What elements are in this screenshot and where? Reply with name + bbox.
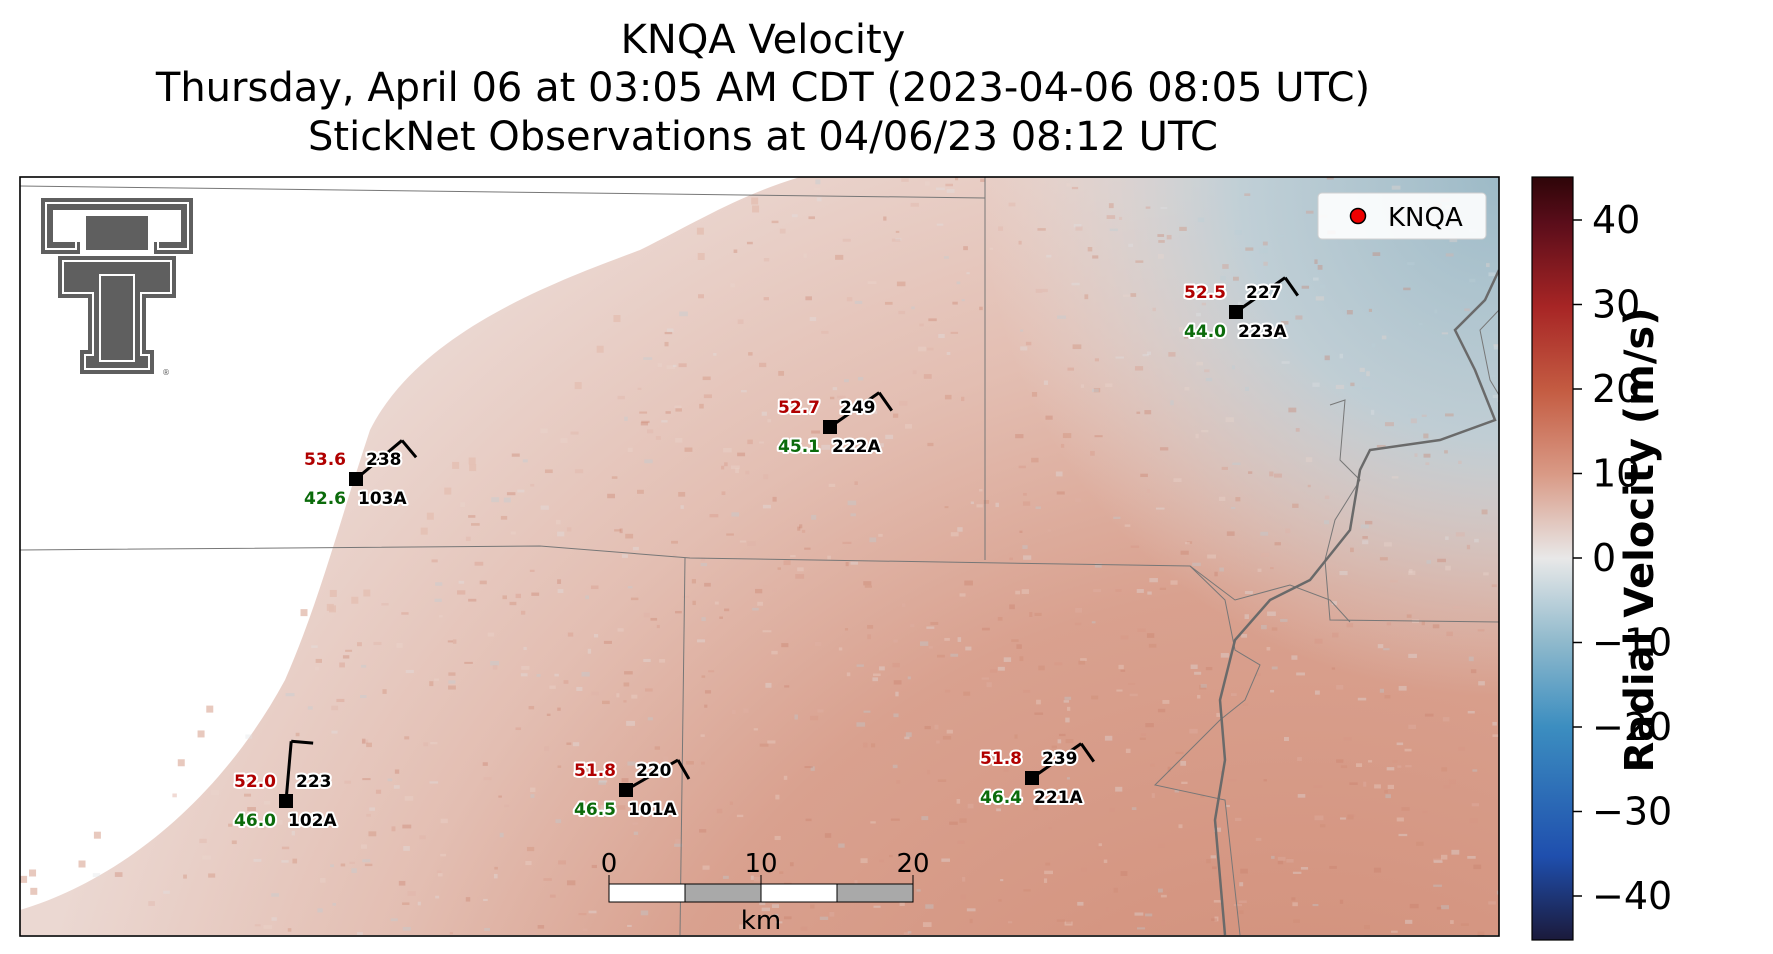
wind-barb-flag-icon (877, 391, 893, 412)
colorbar: 40 30 20 10 0 −10 −20 −30 −40 (1531, 176, 1672, 941)
station-marker-icon (349, 472, 363, 486)
scale-tick-0: 0 (601, 849, 618, 879)
station-101a: 51.8 220 46.5 101A (572, 758, 691, 822)
scale-unit: km (741, 906, 781, 936)
colorbar-tick-label: 20 (1592, 367, 1640, 411)
title-line-3: StickNet Observations at 04/06/23 08:12 … (308, 114, 1218, 160)
wind-barb-icon (1235, 276, 1287, 314)
sticknet-stations: 53.6 238 42.6 103A 52.7 249 45.1 222A 52.5 227 44.… (232, 276, 1299, 833)
scale-bar: 0 10 20 km (601, 849, 930, 936)
legend: KNQA (1317, 192, 1487, 240)
wind-barb-icon (284, 741, 293, 802)
radar-site-marker-icon (1349, 207, 1367, 225)
wind-barb-icon (355, 439, 403, 481)
texas-tech-double-t-logo: ® (39, 196, 195, 377)
station-temperature: 51.8 (574, 761, 616, 781)
title-line-2: Thursday, April 06 at 03:05 AM CDT (2023… (155, 65, 1371, 111)
station-temperature: 52.0 (234, 772, 276, 792)
station-dewpoint: 46.5 (574, 800, 616, 820)
station-pressure: 238 (366, 450, 402, 470)
station-dewpoint: 42.6 (304, 489, 346, 509)
station-dewpoint: 44.0 (1184, 322, 1226, 342)
station-marker-icon (619, 783, 633, 797)
station-marker-icon (1025, 771, 1039, 785)
station-id: 101A (628, 800, 677, 820)
colorbar-label: Radial Velocity (m/s) (1617, 307, 1663, 773)
colorbar-tick-label: 10 (1592, 452, 1640, 496)
map-frame (19, 176, 1500, 937)
colorbar-tick-label: 0 (1592, 536, 1616, 580)
wind-barb-icon (625, 758, 679, 792)
wind-barb-flag-icon (676, 759, 691, 780)
colorbar-tick-label: −20 (1592, 705, 1672, 749)
radar-velocity-field (20, 177, 1499, 936)
station-pressure: 220 (636, 761, 672, 781)
station-marker-icon (1229, 305, 1243, 319)
station-temperature: 51.8 (980, 749, 1022, 769)
colorbar-tick-label: −30 (1592, 790, 1672, 834)
colorbar-tick-label: −40 (1592, 874, 1672, 918)
colorbar-tick-label: 30 (1592, 283, 1640, 327)
wind-barb-flag-icon (291, 739, 314, 745)
station-id: 221A (1034, 788, 1083, 808)
station-102a: 52.0 223 46.0 102A (232, 739, 339, 833)
legend-label: KNQA (1388, 203, 1463, 233)
station-222a: 52.7 249 45.1 222A (776, 391, 893, 459)
station-pressure: 249 (840, 398, 876, 418)
wind-barb-icon (1031, 742, 1083, 780)
station-103a: 53.6 238 42.6 103A (302, 439, 418, 511)
station-pressure: 227 (1246, 283, 1282, 303)
station-pressure: 223 (296, 772, 332, 792)
station-223a: 52.5 227 44.0 223A (1182, 276, 1299, 344)
wind-barb-flag-icon (1283, 276, 1299, 297)
station-dewpoint: 46.0 (234, 811, 276, 831)
scale-tick-2: 20 (896, 849, 929, 879)
station-marker-icon (279, 794, 293, 808)
station-id: 222A (832, 437, 881, 457)
title-line-1: KNQA Velocity (620, 17, 906, 63)
station-id: 103A (358, 489, 407, 509)
colorbar-tick-label: 40 (1592, 198, 1640, 242)
wind-barb-flag-icon (1079, 742, 1095, 763)
station-221a: 51.8 239 46.4 221A (978, 742, 1095, 810)
station-dewpoint: 46.4 (980, 788, 1022, 808)
svg-text:®: ® (162, 368, 170, 377)
scale-tick-1: 10 (744, 849, 777, 879)
station-pressure: 239 (1042, 749, 1078, 769)
wind-barb-flag-icon (400, 439, 418, 459)
station-id: 223A (1238, 322, 1287, 342)
wind-barb-icon (829, 391, 881, 429)
station-dewpoint: 45.1 (778, 437, 820, 457)
radar-gate-texture (20, 177, 1499, 936)
station-temperature: 52.7 (778, 398, 820, 418)
station-id: 102A (288, 811, 337, 831)
station-marker-icon (823, 420, 837, 434)
station-temperature: 53.6 (304, 450, 346, 470)
colorbar-tick-label: −10 (1592, 621, 1672, 665)
station-temperature: 52.5 (1184, 283, 1226, 303)
